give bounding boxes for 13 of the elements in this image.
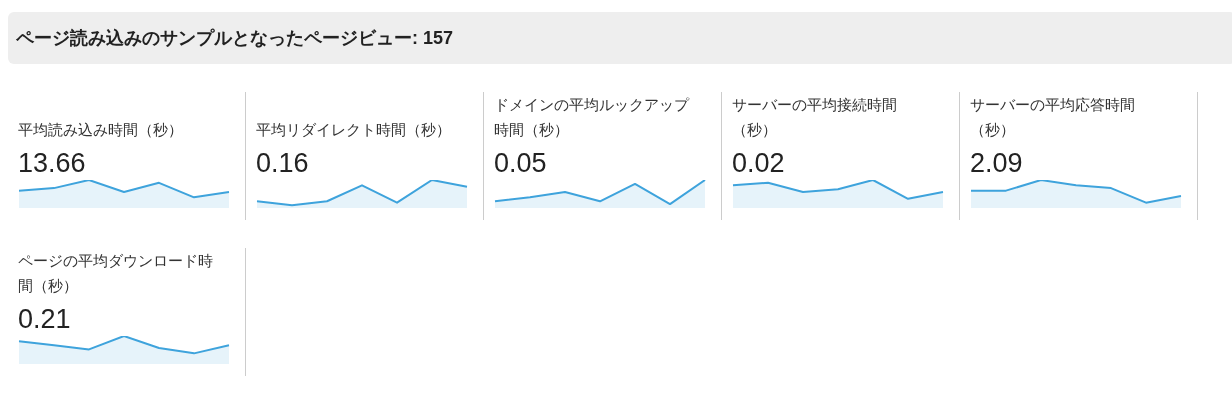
chart-title: ページの平均ダウンロード時間（秒）: [18, 251, 214, 296]
chart-title: ドメインの平均ルックアップ時間（秒）: [494, 95, 691, 140]
text: 0.02: [732, 148, 786, 178]
text: 13.66: [18, 148, 87, 178]
text: 0.21: [18, 304, 72, 334]
text: 0.16: [256, 148, 310, 178]
text: ページ読み込みのサンプルとなったページビュー: 157: [16, 27, 454, 50]
text: 2.09: [970, 148, 1024, 178]
text: 0.05: [494, 148, 548, 178]
chart-title: 平均リダイレクト時間（秒）: [256, 120, 451, 140]
chart-title: サーバーの平均接続時間（秒）: [732, 95, 898, 140]
chart-title: 平均読み込み時間（秒）: [18, 120, 183, 140]
chart-title: サーバーの平均応答時間（秒）: [970, 95, 1136, 140]
